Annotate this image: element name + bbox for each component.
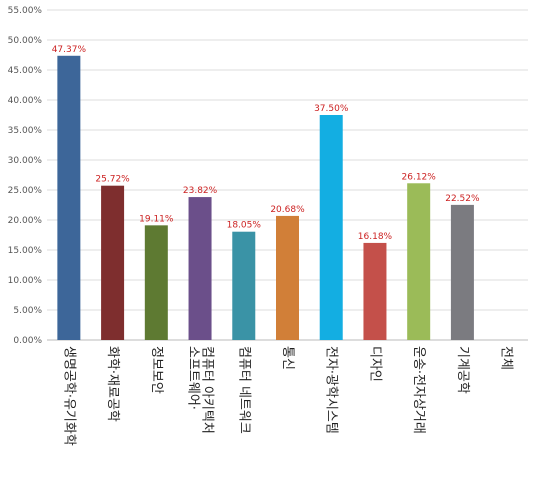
data-label: 16.18% — [358, 232, 393, 242]
y-tick-label: 50.00% — [8, 36, 43, 46]
data-label: 23.82% — [183, 186, 218, 196]
data-label: 26.12% — [402, 172, 437, 182]
bar — [363, 242, 387, 340]
x-category-label: 통신 — [280, 346, 295, 370]
bar — [57, 55, 81, 340]
x-category-label: 컴퓨터 네트워크 — [236, 346, 251, 434]
y-tick-label: 15.00% — [8, 246, 43, 256]
bar — [450, 204, 474, 340]
y-tick-label: 55.00% — [8, 6, 43, 16]
data-labels: 47.37% 25.72% 19.11% 23.82% 18.05% 20.68% 37.5… — [52, 45, 480, 242]
data-label: 47.37% — [52, 45, 87, 55]
bar — [319, 115, 343, 340]
x-axis-categories: 생명공학·유기화학 화학·재료공학 정보보안 소프트웨어· 컴퓨터 아키텍처 컴퓨터 네트… — [61, 346, 513, 446]
x-category-label: 전자·광학시스템 — [324, 346, 339, 434]
x-category-label: 디자인 — [367, 346, 382, 382]
x-category-label: 컴퓨터 아키텍처 — [200, 346, 215, 434]
y-tick-label: 20.00% — [8, 216, 43, 226]
y-tick-label: 40.00% — [8, 96, 43, 106]
x-category-label: 기계공학 — [455, 346, 470, 394]
x-category-label: 생명공학·유기화학 — [61, 346, 76, 446]
y-tick-label: 45.00% — [8, 66, 43, 76]
bar — [144, 225, 168, 340]
y-tick-label: 35.00% — [8, 126, 43, 136]
x-category-label: 소프트웨어· — [186, 346, 201, 410]
x-category-label: 전체 — [499, 346, 514, 370]
x-category-label: 화학·재료공학 — [105, 346, 120, 422]
bar — [188, 197, 212, 340]
data-label: 25.72% — [95, 175, 130, 185]
x-category-label: 정보보안 — [149, 346, 164, 394]
data-label: 37.50% — [314, 104, 349, 114]
data-label: 20.68% — [270, 205, 305, 215]
y-tick-label: 25.00% — [8, 186, 43, 196]
bar — [276, 215, 299, 340]
y-tick-label: 10.00% — [8, 276, 43, 286]
bar — [101, 185, 125, 340]
bars — [57, 55, 474, 340]
data-label: 22.52% — [445, 194, 480, 204]
y-tick-label: 30.00% — [8, 156, 43, 166]
bar — [232, 231, 256, 340]
y-axis: 0.00% 5.00% 10.00% 15.00% 20.00% 25.00% 30.00%… — [8, 6, 43, 346]
y-tick-label: 5.00% — [13, 306, 42, 316]
bar — [407, 183, 431, 340]
x-category-label: 운송·전자상거래 — [411, 346, 426, 434]
y-tick-label: 0.00% — [13, 336, 42, 346]
data-label: 19.11% — [139, 214, 174, 224]
data-label: 18.05% — [227, 221, 262, 231]
